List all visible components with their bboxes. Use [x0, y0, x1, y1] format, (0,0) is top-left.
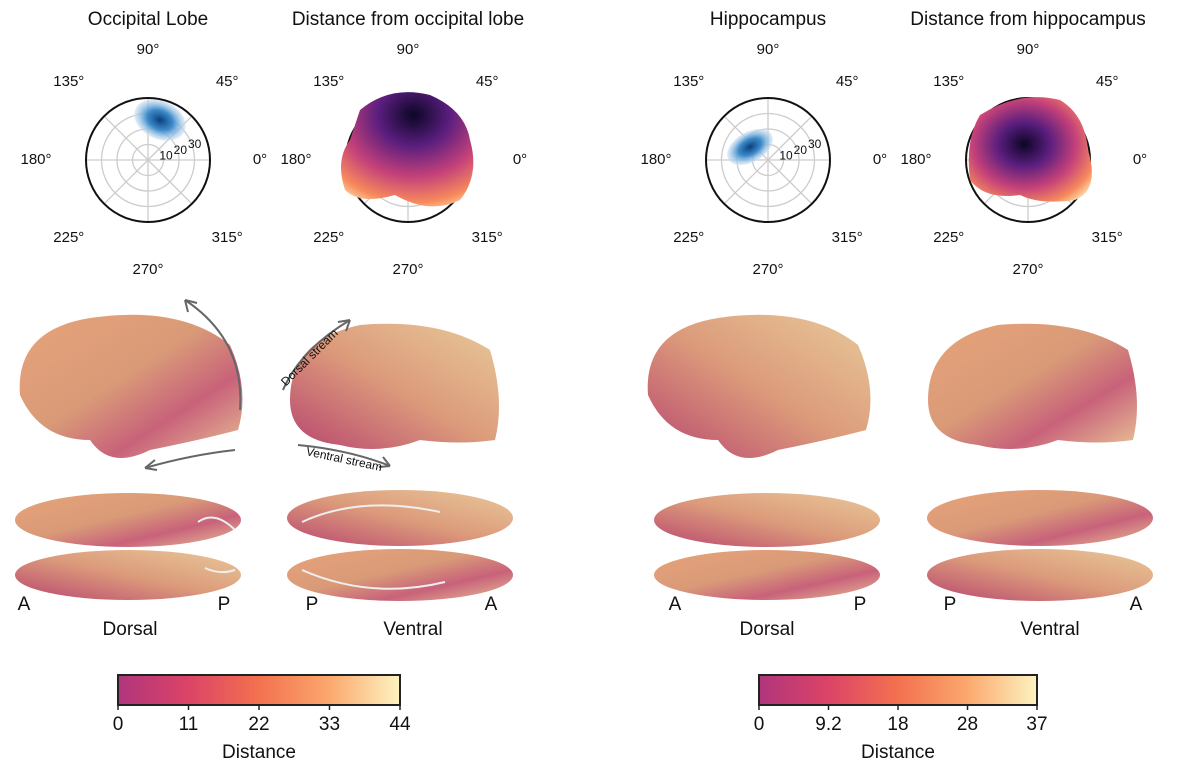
axis-label: Distance: [222, 742, 296, 763]
theta-tick-label: 225°: [53, 229, 84, 246]
annotation: A: [1130, 594, 1143, 615]
brain-ventral: [927, 490, 1153, 546]
theta-tick-label: 90°: [1017, 41, 1040, 58]
theta-tick-label: 0°: [253, 151, 267, 168]
theta-tick-label: 90°: [757, 41, 780, 58]
brain-ventral: [287, 549, 513, 601]
theta-tick-label: 45°: [216, 73, 239, 90]
theta-tick-label: 270°: [392, 261, 423, 278]
x-tick-label: 37: [1026, 714, 1047, 735]
colorbar-fill: [759, 675, 1037, 705]
theta-tick-label: 270°: [132, 261, 163, 278]
x-tick-label: 18: [887, 714, 908, 735]
r-tick-label: 10: [779, 149, 793, 163]
chart-title: Hippocampus: [710, 9, 826, 30]
x-tick-label: 11: [179, 714, 199, 735]
x-tick-label: 33: [319, 714, 340, 735]
scatter-cloud: [969, 97, 1092, 202]
annotation: P: [218, 594, 231, 615]
theta-tick-label: 180°: [640, 151, 671, 168]
annotation: Ventral: [383, 619, 442, 640]
r-tick-label: 20: [174, 143, 188, 157]
theta-tick-label: 315°: [1092, 229, 1123, 246]
annotation: P: [944, 594, 957, 615]
annotation: A: [485, 594, 498, 615]
theta-tick-label: 135°: [53, 73, 84, 90]
theta-tick-label: 0°: [1133, 151, 1147, 168]
brain-dorsal: [654, 550, 880, 600]
theta-tick-label: 90°: [397, 41, 420, 58]
scatter-cloud: [341, 92, 473, 206]
theta-tick-label: 225°: [673, 229, 704, 246]
theta-tick-label: 180°: [20, 151, 51, 168]
colorbar-fill: [118, 675, 400, 705]
colorbar: 0 9.2 18 28 37 Distance: [754, 675, 1048, 763]
brain-dorsal: [15, 550, 241, 600]
x-tick-label: 0: [113, 714, 124, 735]
annotation: P: [306, 594, 319, 615]
r-tick-label: 30: [188, 137, 202, 151]
x-tick-label: 44: [389, 714, 411, 735]
theta-tick-label: 225°: [313, 229, 344, 246]
theta-tick-label: 135°: [673, 73, 704, 90]
figure: Occipital Lobe0°45°90°135°180°225°270°31…: [0, 0, 1180, 770]
theta-tick-label: 180°: [900, 151, 931, 168]
chart-title: Distance from occipital lobe: [292, 9, 524, 30]
theta-tick-label: 0°: [873, 151, 887, 168]
theta-tick-label: 135°: [933, 73, 964, 90]
x-tick-label: 9.2: [815, 714, 841, 735]
page: Occipital Lobe0°45°90°135°180°225°270°31…: [0, 0, 1180, 770]
polar-plot: Occipital Lobe 0° 45° 90° 135° 180° 225° 270° 31…: [20, 9, 267, 278]
x-tick-label: 22: [248, 714, 269, 735]
theta-tick-label: 315°: [832, 229, 863, 246]
theta-tick-label: 45°: [836, 73, 859, 90]
theta-tick-label: 135°: [313, 73, 344, 90]
theta-tick-label: 45°: [1096, 73, 1119, 90]
r-tick-label: 30: [808, 137, 822, 151]
brain-dorsal: [15, 493, 241, 547]
theta-tick-label: 270°: [1012, 261, 1043, 278]
theta-tick-label: 180°: [280, 151, 311, 168]
annotation: A: [669, 594, 682, 615]
chart-title: Distance from hippocampus: [910, 9, 1146, 30]
theta-tick-label: 225°: [933, 229, 964, 246]
annotation: Ventral: [1020, 619, 1079, 640]
chart-title: Occipital Lobe: [88, 9, 208, 30]
theta-tick-label: 315°: [212, 229, 243, 246]
annotation: A: [18, 594, 31, 615]
brain-dorsal: [654, 493, 880, 547]
theta-tick-label: 90°: [137, 41, 160, 58]
x-tick-label: 0: [754, 714, 765, 735]
axis-label: Distance: [861, 742, 935, 763]
decoration: [15, 91, 1153, 601]
theta-tick-label: 0°: [513, 151, 527, 168]
annotation: Dorsal: [740, 619, 795, 640]
brain-medial: [928, 324, 1137, 449]
colorbar: 0 11 22 33 44 Distance: [113, 675, 411, 763]
brain-ventral: [927, 549, 1153, 601]
annotation: P: [854, 594, 867, 615]
theta-tick-label: 315°: [472, 229, 503, 246]
theta-tick-label: 270°: [752, 261, 783, 278]
brain-ventral: [287, 490, 513, 546]
x-tick-label: 28: [957, 714, 978, 735]
brain-lateral: [648, 315, 871, 458]
annotation: Dorsal: [103, 619, 158, 640]
brain-lateral: [20, 315, 243, 458]
r-tick-label: 10: [159, 149, 173, 163]
theta-tick-label: 45°: [476, 73, 499, 90]
r-tick-label: 20: [794, 143, 808, 157]
